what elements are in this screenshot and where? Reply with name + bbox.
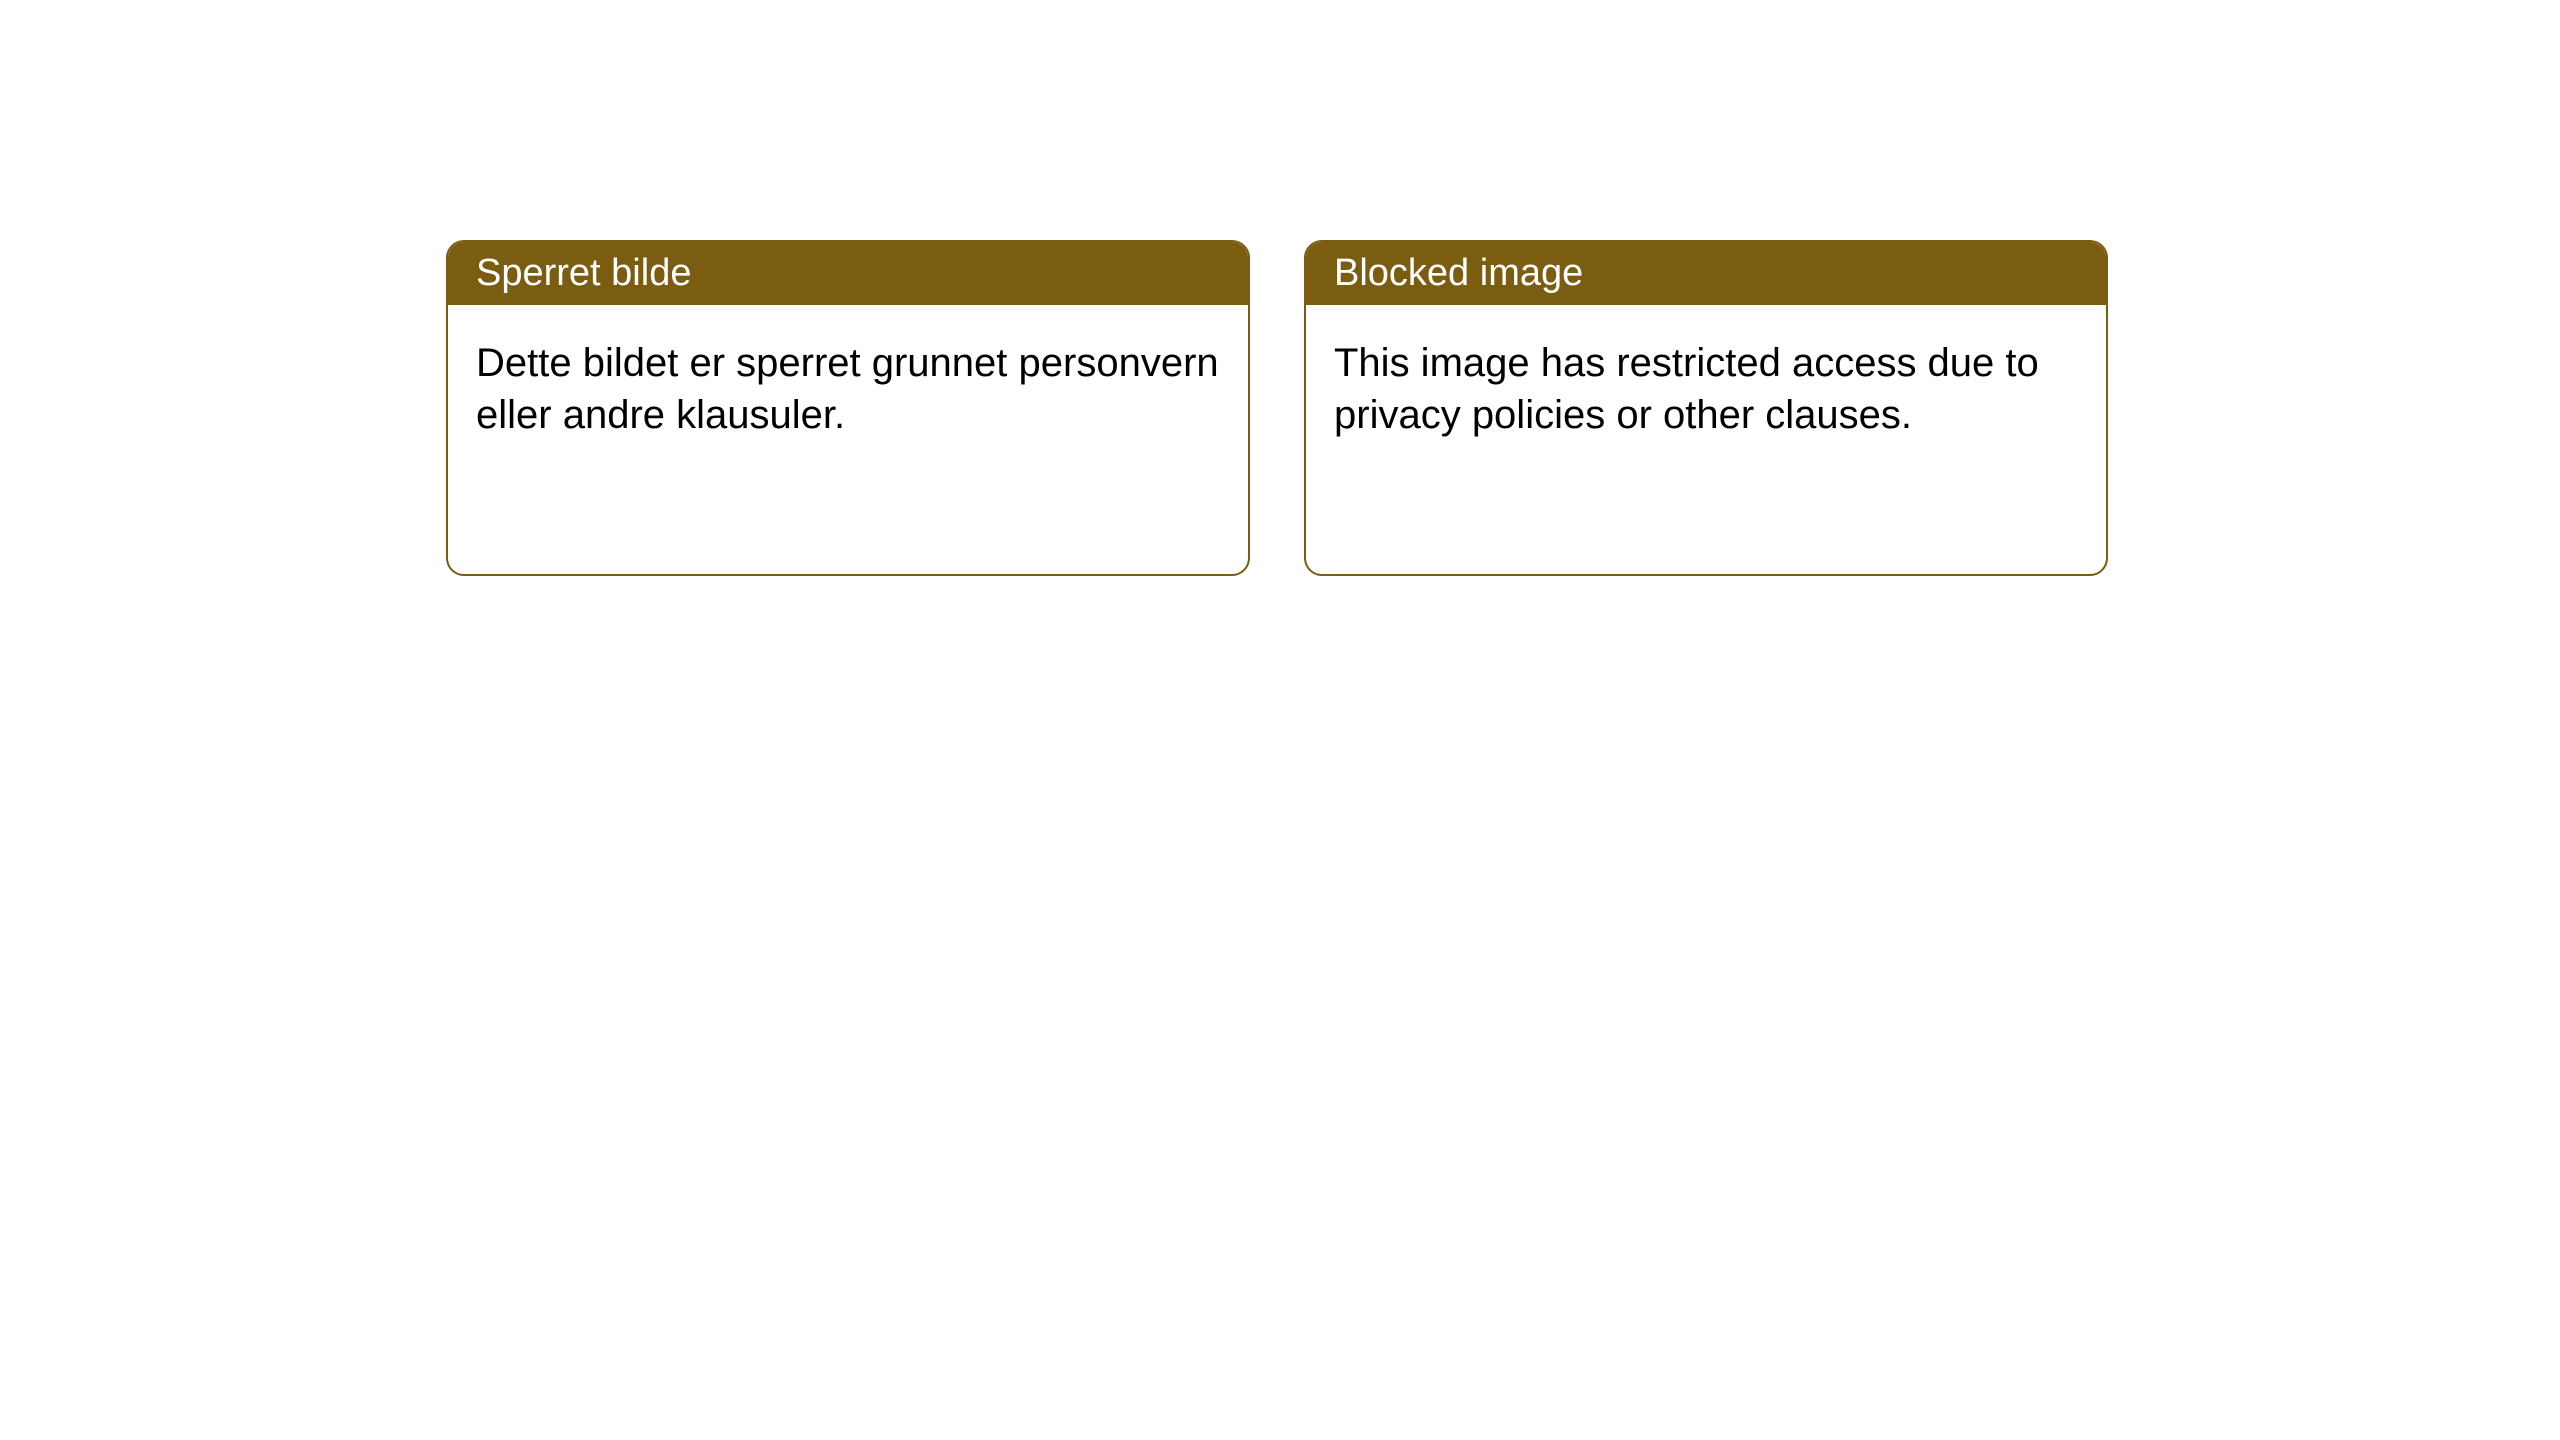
notice-body-text: Dette bildet er sperret grunnet personve… <box>476 341 1219 437</box>
notice-body: Dette bildet er sperret grunnet personve… <box>448 305 1248 473</box>
notice-box-norwegian: Sperret bilde Dette bildet er sperret gr… <box>446 240 1250 576</box>
notice-header: Blocked image <box>1306 242 2106 305</box>
notice-body-text: This image has restricted access due to … <box>1334 341 2039 437</box>
notice-header: Sperret bilde <box>448 242 1248 305</box>
notice-title: Sperret bilde <box>476 252 691 294</box>
notice-box-english: Blocked image This image has restricted … <box>1304 240 2108 576</box>
notice-container: Sperret bilde Dette bildet er sperret gr… <box>0 0 2560 576</box>
notice-body: This image has restricted access due to … <box>1306 305 2106 473</box>
notice-title: Blocked image <box>1334 252 1583 294</box>
